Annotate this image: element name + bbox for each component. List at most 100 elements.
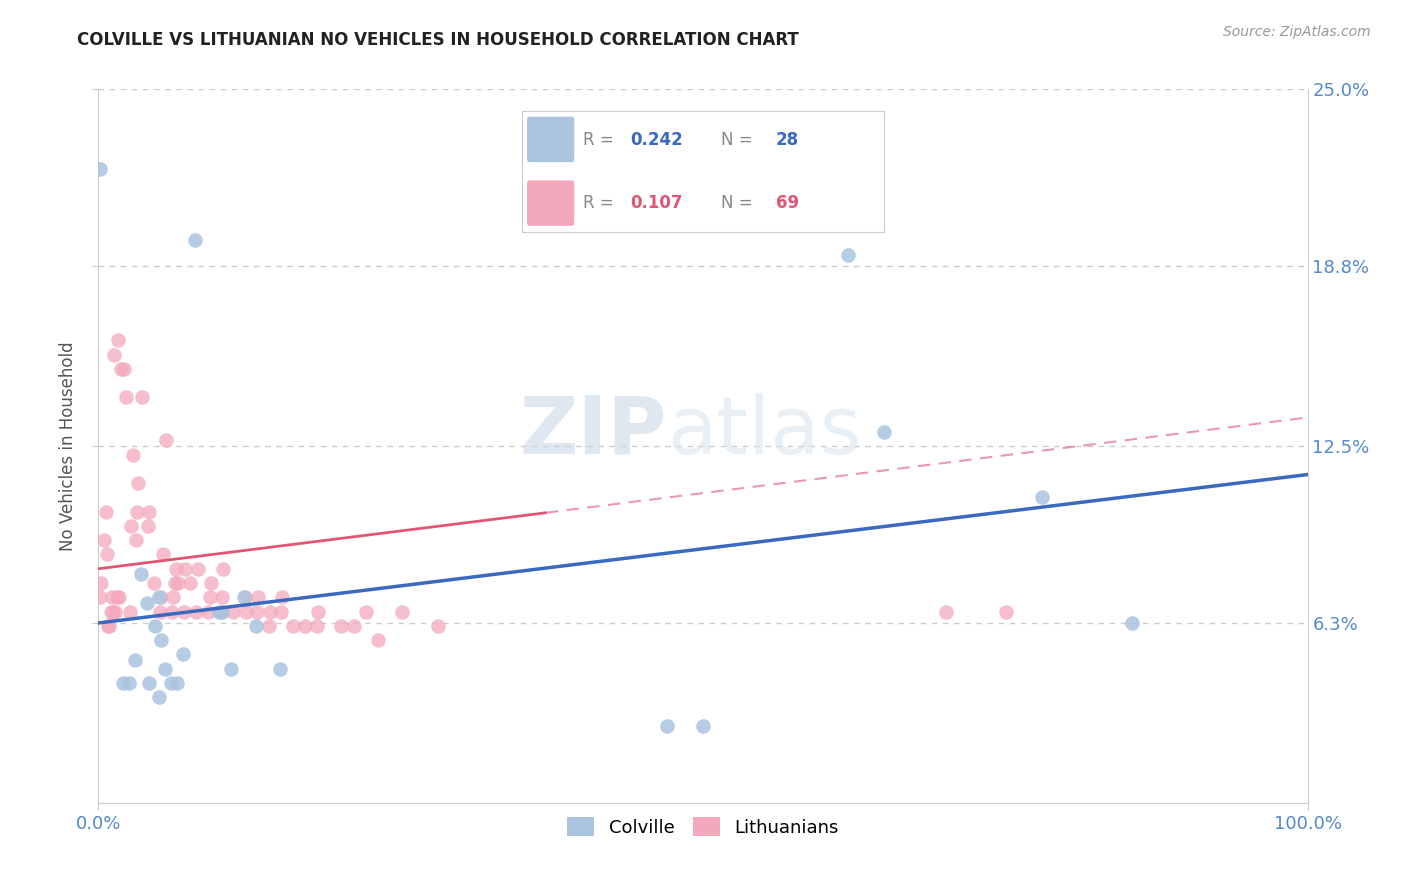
Point — [166, 676, 188, 690]
Point — [94, 505, 117, 519]
Point — [221, 662, 243, 676]
Point — [172, 648, 194, 662]
Point — [211, 605, 233, 619]
Point — [692, 719, 714, 733]
Point — [232, 591, 254, 605]
Point — [101, 605, 124, 619]
Point — [160, 605, 183, 619]
Point — [148, 591, 170, 605]
Point — [294, 619, 316, 633]
Point — [354, 605, 377, 619]
Point — [127, 476, 149, 491]
Point — [89, 591, 111, 605]
Point — [186, 605, 208, 619]
Point — [153, 662, 176, 676]
Point — [107, 334, 129, 348]
Point — [245, 619, 267, 633]
Point — [427, 619, 450, 633]
Point — [209, 605, 232, 619]
Point — [120, 519, 142, 533]
Point — [100, 605, 122, 619]
Point — [211, 591, 233, 605]
Point — [118, 676, 141, 690]
Text: ZIP: ZIP — [519, 392, 666, 471]
Point — [111, 676, 134, 690]
Point — [148, 690, 170, 705]
Point — [655, 719, 678, 733]
Point — [259, 605, 281, 619]
Point — [342, 619, 364, 633]
Point — [98, 619, 121, 633]
Point — [173, 605, 195, 619]
Point — [165, 562, 187, 576]
Point — [307, 619, 329, 633]
Point — [115, 391, 138, 405]
Point — [103, 348, 125, 362]
Point — [233, 591, 256, 605]
Point — [90, 576, 112, 591]
Point — [221, 605, 243, 619]
Point — [837, 248, 859, 262]
Y-axis label: No Vehicles in Household: No Vehicles in Household — [59, 341, 77, 551]
Point — [271, 591, 294, 605]
Point — [235, 605, 257, 619]
Point — [131, 391, 153, 405]
Point — [105, 591, 128, 605]
Point — [143, 576, 166, 591]
Point — [155, 434, 177, 448]
Point — [125, 533, 148, 548]
Point — [110, 362, 132, 376]
Point — [308, 605, 330, 619]
Legend: Colville, Lithuanians: Colville, Lithuanians — [560, 810, 846, 844]
Point — [138, 505, 160, 519]
Point — [129, 567, 152, 582]
Point — [187, 562, 209, 576]
Point — [184, 234, 207, 248]
Point — [150, 591, 173, 605]
Point — [197, 605, 219, 619]
Point — [208, 605, 231, 619]
Point — [330, 619, 353, 633]
Point — [100, 591, 122, 605]
Text: atlas: atlas — [666, 392, 860, 471]
Point — [200, 576, 222, 591]
Point — [96, 548, 118, 562]
Point — [143, 619, 166, 633]
Point — [112, 362, 135, 376]
Point — [104, 605, 127, 619]
Point — [179, 576, 201, 591]
Point — [124, 653, 146, 667]
Point — [174, 562, 197, 576]
Point — [873, 425, 896, 439]
Text: Source: ZipAtlas.com: Source: ZipAtlas.com — [1223, 25, 1371, 39]
Point — [136, 519, 159, 533]
Point — [1121, 615, 1143, 630]
Point — [127, 505, 149, 519]
Point — [269, 662, 291, 676]
Point — [162, 591, 184, 605]
Point — [1031, 491, 1053, 505]
Point — [150, 633, 173, 648]
Point — [391, 605, 413, 619]
Point — [149, 605, 172, 619]
Point — [367, 633, 389, 648]
Point — [93, 533, 115, 548]
Point — [135, 596, 157, 610]
Point — [138, 676, 160, 690]
Point — [247, 591, 270, 605]
Point — [270, 605, 292, 619]
Point — [212, 562, 235, 576]
Point — [152, 548, 174, 562]
Point — [246, 605, 269, 619]
Point — [281, 619, 304, 633]
Point — [935, 605, 957, 619]
Point — [160, 676, 183, 690]
Point — [163, 576, 186, 591]
Text: COLVILLE VS LITHUANIAN NO VEHICLES IN HOUSEHOLD CORRELATION CHART: COLVILLE VS LITHUANIAN NO VEHICLES IN HO… — [77, 31, 799, 49]
Point — [89, 162, 111, 177]
Point — [97, 619, 120, 633]
Point — [122, 448, 145, 462]
Point — [257, 619, 280, 633]
Point — [198, 591, 221, 605]
Point — [995, 605, 1018, 619]
